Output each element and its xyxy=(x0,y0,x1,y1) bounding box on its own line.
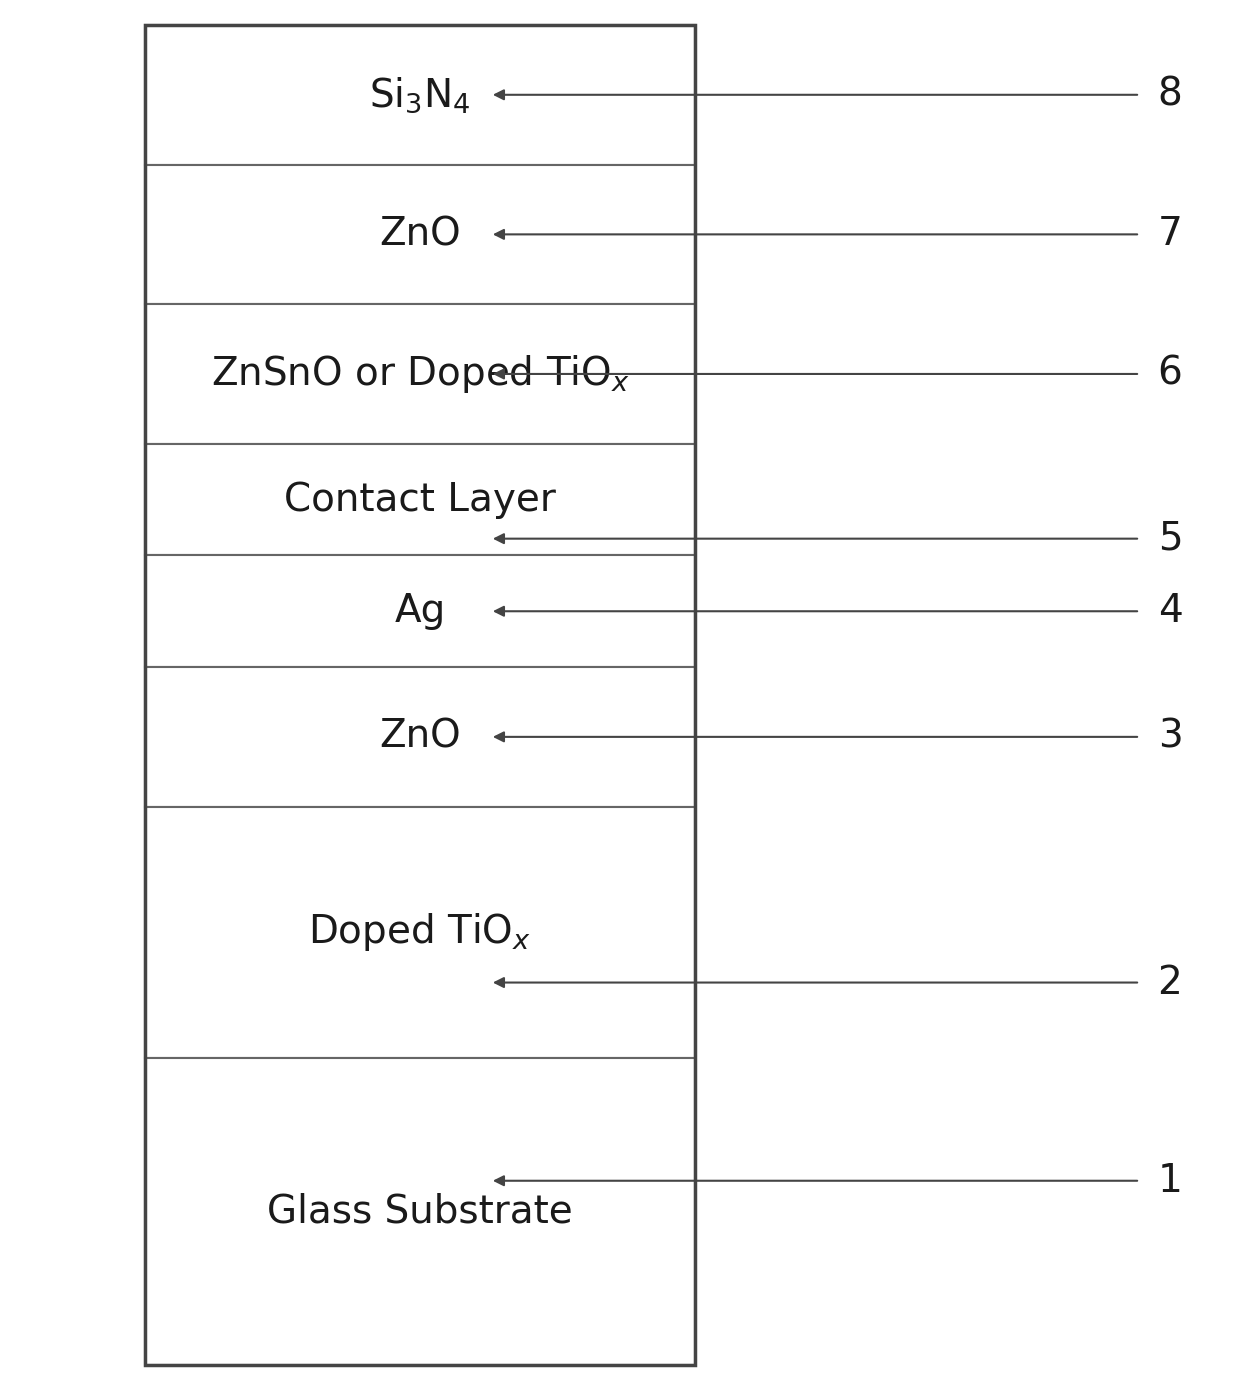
Text: ZnO: ZnO xyxy=(379,718,461,756)
Bar xyxy=(145,668,694,806)
Bar xyxy=(145,305,694,444)
Bar xyxy=(145,25,694,1365)
Text: 5: 5 xyxy=(1158,520,1182,557)
Text: 6: 6 xyxy=(1158,355,1183,393)
Text: 8: 8 xyxy=(1158,75,1183,113)
Text: Ag: Ag xyxy=(394,592,445,630)
Bar xyxy=(145,1058,694,1365)
Text: Contact Layer: Contact Layer xyxy=(284,481,556,518)
Text: ZnSnO or Doped TiO$_x$: ZnSnO or Doped TiO$_x$ xyxy=(211,353,630,395)
Text: 7: 7 xyxy=(1158,215,1183,253)
Bar xyxy=(145,165,694,305)
Bar xyxy=(145,25,694,165)
Bar xyxy=(145,444,694,556)
Text: Si$_3$N$_4$: Si$_3$N$_4$ xyxy=(370,75,471,115)
Text: 1: 1 xyxy=(1158,1162,1183,1200)
Text: 3: 3 xyxy=(1158,718,1183,756)
Bar xyxy=(145,806,694,1058)
Text: Doped TiO$_x$: Doped TiO$_x$ xyxy=(309,911,532,953)
Bar xyxy=(145,556,694,668)
Text: Glass Substrate: Glass Substrate xyxy=(267,1193,573,1231)
Text: 4: 4 xyxy=(1158,592,1183,630)
Text: 2: 2 xyxy=(1158,964,1183,1002)
Text: ZnO: ZnO xyxy=(379,215,461,253)
